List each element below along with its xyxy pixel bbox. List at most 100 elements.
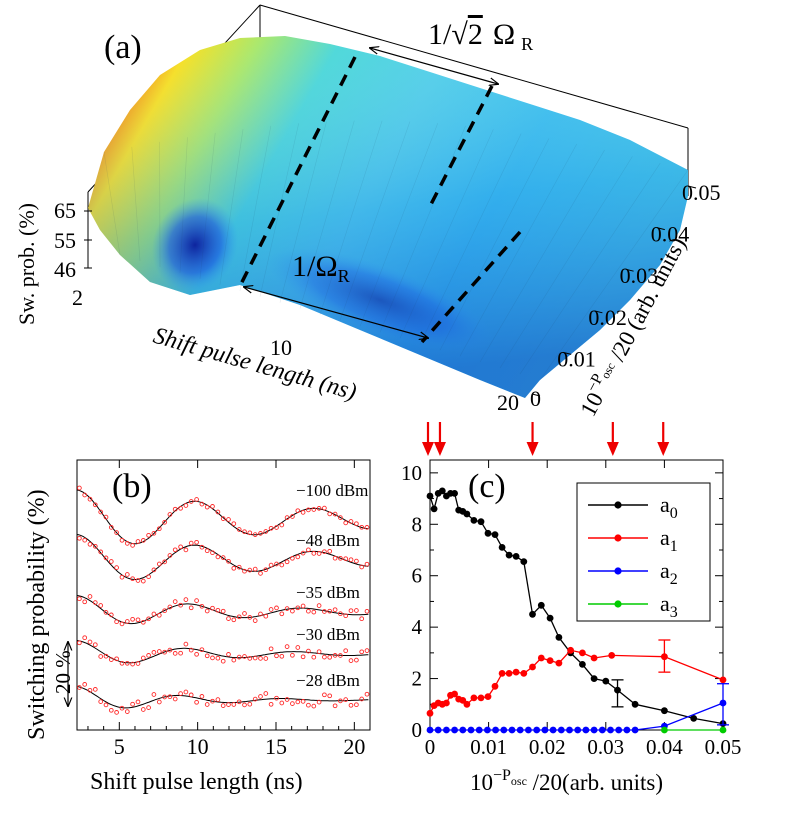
data-point	[183, 547, 189, 553]
data-point	[162, 649, 167, 655]
depth-tick-label: 0.04	[651, 222, 690, 247]
data-point	[258, 571, 263, 576]
data-point	[156, 561, 162, 567]
legend-label: a0	[660, 492, 678, 522]
data-point	[263, 529, 269, 534]
legend-marker	[614, 600, 622, 608]
data-point	[167, 553, 173, 558]
x-tick-label: 0.01	[470, 735, 507, 759]
data-point	[162, 608, 167, 614]
data-point	[183, 689, 189, 695]
data-point	[231, 657, 237, 663]
surface-shading	[88, 36, 688, 398]
data-point	[124, 619, 130, 624]
data-point	[220, 658, 226, 664]
data-point	[162, 519, 167, 525]
data-point	[242, 529, 247, 535]
data-point	[327, 654, 333, 660]
series-point	[434, 726, 442, 734]
x-tick-label: 10	[187, 734, 209, 759]
data-point	[263, 691, 269, 696]
data-point	[263, 656, 269, 661]
y-tick-label: 10	[401, 461, 422, 485]
data-point	[348, 557, 354, 563]
depth-tick	[531, 393, 541, 397]
data-point	[242, 654, 247, 659]
data-point	[354, 521, 359, 527]
data-point	[87, 541, 93, 547]
mesh-line	[319, 120, 383, 315]
series-point	[498, 670, 506, 677]
data-point	[87, 639, 93, 645]
data-point	[124, 572, 130, 577]
series-point	[555, 634, 563, 641]
data-point	[220, 516, 226, 521]
data-point	[130, 616, 135, 622]
mesh-line	[239, 125, 272, 291]
data-point	[194, 598, 199, 603]
data-point	[172, 547, 178, 553]
series-point	[508, 726, 516, 734]
data-point	[268, 562, 274, 568]
series-point	[590, 726, 598, 734]
data-point	[172, 696, 178, 702]
data-point	[130, 701, 135, 707]
data-point	[343, 613, 349, 619]
data-point	[279, 653, 285, 659]
data-point	[226, 517, 231, 522]
data-point	[306, 507, 311, 513]
data-point	[311, 654, 317, 660]
data-point	[172, 651, 178, 656]
series-point	[719, 676, 727, 684]
series-point	[505, 551, 513, 559]
series-point	[719, 726, 727, 734]
series-point	[426, 726, 434, 734]
series-point	[537, 654, 545, 662]
data-point	[338, 698, 343, 704]
series-point	[491, 531, 499, 538]
data-point	[226, 558, 231, 564]
data-point	[242, 702, 247, 708]
data-point	[252, 566, 258, 572]
data-point	[327, 608, 333, 614]
x-tick-label: 0.03	[587, 735, 624, 759]
data-point	[103, 610, 109, 615]
red-arrowhead	[433, 442, 446, 456]
legend-label: a2	[660, 558, 678, 588]
series-point	[426, 492, 434, 500]
data-point	[226, 702, 231, 707]
depth-tick-label: 0	[530, 386, 541, 411]
data-point	[348, 608, 354, 614]
annotation-top-label: 1/√2 Ω R	[428, 18, 533, 54]
x-tick-label: 0.05	[705, 735, 742, 759]
data-point	[199, 501, 205, 507]
data-point	[146, 532, 151, 538]
series-point	[443, 726, 450, 734]
data-point	[114, 530, 119, 535]
series-point	[512, 553, 520, 560]
data-point	[82, 635, 88, 641]
data-point	[215, 607, 221, 613]
mesh-line	[439, 138, 550, 351]
data-point	[183, 641, 189, 647]
data-point	[252, 696, 258, 702]
surface-mesh	[103, 120, 689, 381]
series-point	[582, 726, 590, 734]
data-point	[119, 537, 125, 543]
data-point	[215, 509, 221, 515]
data-point	[258, 694, 263, 699]
data-point	[322, 692, 327, 698]
data-point	[332, 511, 338, 517]
data-point	[338, 653, 343, 658]
data-point	[98, 654, 104, 659]
data-point	[290, 608, 295, 614]
data-point	[290, 701, 295, 706]
data-point	[135, 539, 141, 544]
y-tick-label: 8	[412, 512, 423, 536]
series-point	[529, 610, 536, 618]
data-point	[322, 505, 327, 511]
data-point	[338, 555, 343, 561]
series-point	[492, 726, 499, 734]
data-point	[226, 652, 231, 657]
